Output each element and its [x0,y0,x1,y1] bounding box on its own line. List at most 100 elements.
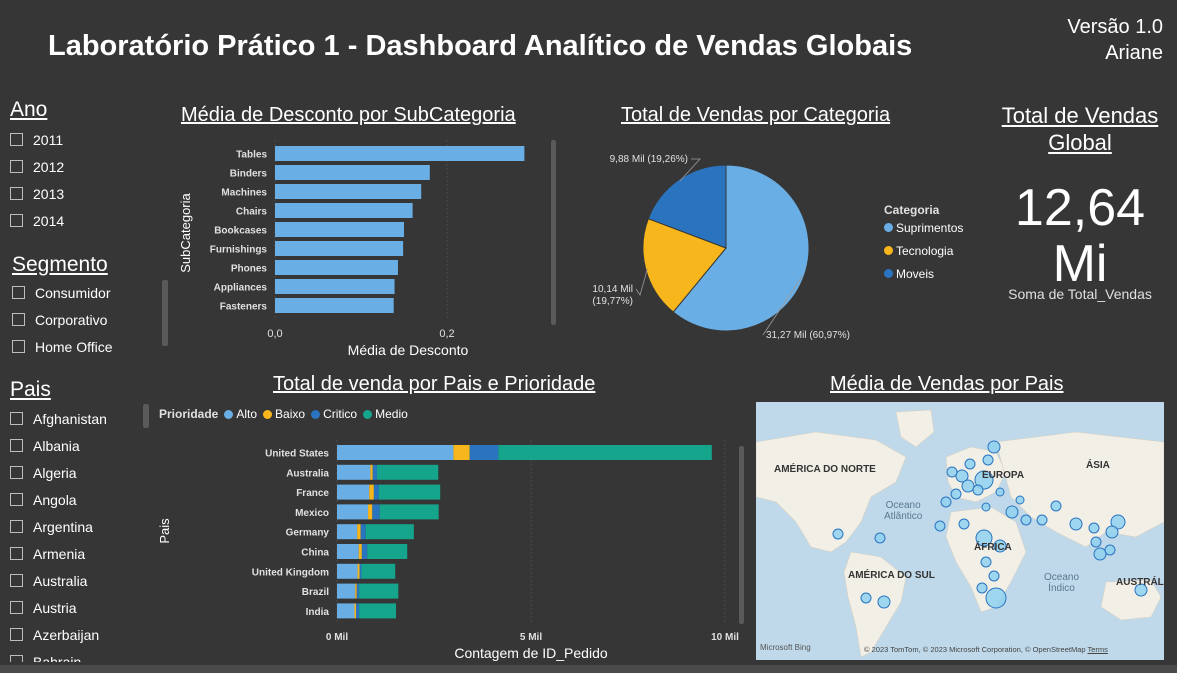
pie-slice [642,218,727,313]
map-bubble [995,487,1005,497]
checkbox[interactable] [12,313,25,326]
pais-scrollbar[interactable] [143,404,149,428]
bar-segment [356,603,360,619]
checkbox[interactable] [10,520,23,533]
map-bubble [1036,514,1048,526]
legend-swatch [263,409,273,419]
bar-segment [376,464,439,480]
bar-segment [359,583,399,599]
slicer-ano: Ano 2011 2012 2013 2014 [10,98,64,234]
kpi-title-line1: Total de Vendas [1001,103,1159,128]
legend-item-tecnologia[interactable]: Tecnologia [884,240,963,263]
bar-segment [498,445,712,460]
bar-segment [337,563,358,579]
bar [275,165,430,180]
slicer-item-consumidor[interactable]: Consumidor [12,279,113,306]
country-scrollbar[interactable] [739,446,744,624]
bar [275,279,395,294]
slicer-item-azerbaijan[interactable]: Azerbaijan [10,621,107,648]
checkbox[interactable] [10,160,23,173]
bar-segment [337,603,355,619]
checkbox[interactable] [10,574,23,587]
category-pie-chart: 31,27 Mil (60,97%) 10,14 Mil(19,77%) 9,88 … [592,154,850,341]
slicer-item-afghanistan[interactable]: Afghanistan [10,405,107,432]
map-bubble [1093,547,1107,561]
slicer-segmento-list: Consumidor Corporativo Home Office [12,279,113,360]
checkbox[interactable] [10,628,23,641]
legend-label: Suprimentos [896,221,964,235]
slicer-item-angola[interactable]: Angola [10,486,107,513]
checkbox[interactable] [12,340,25,353]
slicer-item-2012[interactable]: 2012 [10,153,64,180]
map-label-africa: ÁFRICA [974,542,1012,553]
page-scrollbar[interactable] [0,665,1177,673]
legend-swatch [884,269,893,278]
slicer-item-argentina[interactable]: Argentina [10,513,107,540]
bar-segment [354,603,357,619]
slicer-item-albania[interactable]: Albania [10,432,107,459]
map-bubble [860,592,872,604]
checkbox[interactable] [10,655,23,662]
checkbox[interactable] [10,133,23,146]
map-bubble [877,595,891,609]
checkbox[interactable] [12,286,25,299]
map-bubble [874,532,886,544]
world-map[interactable]: AMÉRICA DO NORTE EUROPA ÁSIA ÁFRICA AMÉR… [756,402,1164,660]
priority-legend: Prioridade Alto Baixo Critico Medio [159,407,408,421]
slicer-item-label: Armenia [33,545,86,562]
slicer-item-2011[interactable]: 2011 [10,126,64,153]
y-tick-label: Brazil [302,587,329,598]
map-bubble [1005,505,1019,519]
slicer-item-2013[interactable]: 2013 [10,180,64,207]
checkbox[interactable] [10,439,23,452]
south-america-land [843,551,907,658]
x-tick-label: 0,2 [439,328,454,340]
bar-segment [372,504,380,520]
checkbox[interactable] [10,214,23,227]
slicer-item-label: Consumidor [35,284,111,301]
bar-segment [370,464,373,480]
legend-item-suprimentos[interactable]: Suprimentos [884,217,963,240]
segmento-scrollbar[interactable] [162,280,168,346]
map-chart-title: Média de Vendas por Pais [830,373,1064,395]
checkbox[interactable] [10,412,23,425]
legend-item-medio[interactable]: Medio [363,407,408,421]
kpi-title-line2: Global [1048,130,1112,155]
slicer-item-bahrain[interactable]: Bahrain [10,648,107,662]
legend-swatch [884,246,893,255]
slicer-item-corporativo[interactable]: Corporativo [12,306,113,333]
checkbox[interactable] [10,466,23,479]
y-axis-label: SubCategoria [178,192,193,272]
map-terms-link[interactable]: Terms [1087,645,1108,654]
x-tick-label: 10 Mil [711,632,739,643]
bing-logo: Microsoft Bing [760,643,811,652]
y-tick-label: Phones [231,264,268,275]
slicer-item-label: Australia [33,572,88,589]
checkbox[interactable] [10,493,23,506]
legend-item-baixo[interactable]: Baixo [263,407,305,421]
checkbox[interactable] [10,187,23,200]
slicer-item-home-office[interactable]: Home Office [12,333,113,360]
legend-item-critico[interactable]: Critico [311,407,357,421]
legend-swatch [224,409,234,419]
checkbox[interactable] [10,547,23,560]
slicer-item-algeria[interactable]: Algeria [10,459,107,486]
legend-item-alto[interactable]: Alto [224,407,257,421]
slicer-item-2014[interactable]: 2014 [10,207,64,234]
y-tick-label: Binders [230,169,268,180]
pie-data-label: 10,14 Mil [592,284,633,295]
map-bubble [955,469,969,483]
discount-chart-title: Média de Desconto por SubCategoria [181,104,516,126]
bar-segment [367,544,408,559]
legend-item-moveis[interactable]: Moveis [884,263,963,286]
slicer-item-australia[interactable]: Australia [10,567,107,594]
map-label-north-america: AMÉRICA DO NORTE [774,464,876,475]
slicer-item-label: 2014 [33,212,65,229]
bar [275,222,404,237]
discount-scrollbar[interactable] [551,140,556,325]
y-tick-label: France [296,488,329,499]
slicer-item-armenia[interactable]: Armenia [10,540,107,567]
kpi-value-line2: Mi [1052,235,1108,293]
slicer-item-austria[interactable]: Austria [10,594,107,621]
checkbox[interactable] [10,601,23,614]
